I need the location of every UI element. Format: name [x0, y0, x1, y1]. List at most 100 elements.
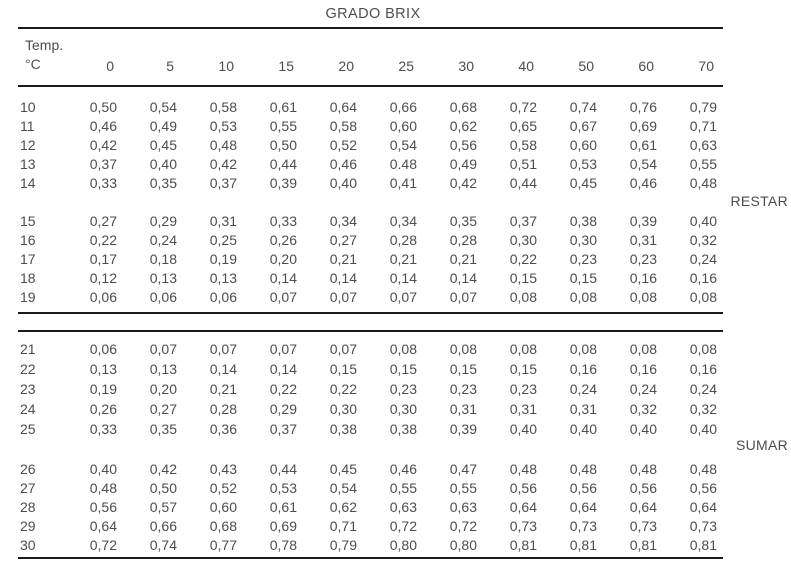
correction-value-cell: 0,56	[569, 479, 597, 496]
correction-value-cell: 0,74	[149, 536, 177, 553]
correction-value-cell: 0,13	[209, 269, 237, 286]
brix-column-header: 50	[543, 27, 603, 87]
correction-value-cell: 0,69	[269, 517, 297, 534]
correction-value-cell: 0,64	[509, 498, 537, 515]
correction-value-cell: 0.48	[389, 155, 417, 172]
correction-value-cell: 0,08	[509, 288, 537, 305]
temp-cell: 21	[20, 341, 36, 357]
correction-value-cell: 0,35	[149, 421, 177, 437]
header-gap-spacer	[18, 86, 723, 97]
temp-cell: 10	[20, 98, 36, 115]
temp-cell: 22	[20, 361, 36, 377]
correction-value-cell: 0,18	[149, 250, 177, 267]
correction-value-cell: 0,46	[329, 155, 357, 172]
correction-value-cell: 0,47	[449, 460, 477, 477]
brix-column-header: 10	[183, 27, 243, 87]
temp-column-header: Temp. °C	[18, 27, 63, 87]
correction-value-cell: 0,52	[209, 479, 237, 496]
correction-value-cell: 0,23	[389, 381, 417, 397]
correction-value-cell: 0,40	[569, 421, 597, 437]
correction-value-cell: 0,26	[269, 231, 297, 248]
correction-value-cell: 0,08	[449, 341, 477, 357]
brix-column-header: 20	[303, 27, 363, 87]
correction-value-cell: 0,45	[329, 460, 357, 477]
correction-value-cell: 0,63	[389, 498, 417, 515]
correction-value-cell: 0,23	[509, 381, 537, 397]
correction-value-cell: 0,60	[569, 136, 597, 153]
table-row: 19 0,06 0,06 0,06 0,07 0,07 0,07 0,07 0,08 0,08 0,…	[18, 287, 723, 306]
correction-value-cell: 0,56	[449, 136, 477, 153]
temp-cell: 16	[20, 231, 36, 248]
correction-value-cell: 0,81	[569, 536, 597, 553]
correction-value-cell: 0,52	[329, 136, 357, 153]
correction-value-cell: 0,48	[209, 136, 237, 153]
correction-value-cell: 0,28	[449, 231, 477, 248]
bottom-rule	[18, 554, 723, 559]
correction-value-cell: 0,15	[509, 269, 537, 286]
correction-value-cell: 0,53	[569, 155, 597, 172]
table-row: 21 0,06 0,07 0,07 0,07 0,07 0,08 0,08 0,08 0,08 0,…	[18, 339, 723, 359]
correction-value-cell: 0,25	[209, 231, 237, 248]
correction-value-cell: 0,21	[329, 250, 357, 267]
correction-value-cell: 0,68	[449, 98, 477, 115]
temp-cell: 25	[20, 421, 36, 437]
correction-value-cell: 0,08	[629, 341, 657, 357]
temp-cell: 28	[20, 498, 36, 515]
brix-table: Temp. °C 0 5 10 15 20 25 30 40 50 60 70 10 0,50 0,54…	[18, 27, 723, 559]
correction-value-cell: 0,62	[329, 498, 357, 515]
correction-value-cell: 0,53	[269, 479, 297, 496]
correction-value-cell: 0,08	[509, 341, 537, 357]
correction-value-cell: 0,37	[89, 155, 117, 172]
correction-value-cell: 0,37	[269, 421, 297, 437]
correction-value-cell: 0,44	[509, 174, 537, 191]
correction-value-cell: 0,07	[149, 341, 177, 357]
correction-value-cell: 0,32	[689, 231, 717, 248]
correction-value-cell: 0,36	[209, 421, 237, 437]
correction-value-cell: 0,74	[569, 98, 597, 115]
correction-value-cell: 0,21	[449, 250, 477, 267]
correction-value-cell: 0,64	[689, 498, 717, 515]
correction-value-cell: 0,38	[329, 421, 357, 437]
table-row: 18 0,12 0,13 0,13 0,14 0,14 0,14 0,14 0,15 0,15 0,…	[18, 268, 723, 287]
restar-gap-spacer	[18, 192, 723, 211]
correction-value-cell: 0,73	[629, 517, 657, 534]
correction-value-cell: 0,24	[689, 250, 717, 267]
post-divider-spacer	[18, 331, 723, 339]
correction-value-cell: 0,14	[449, 269, 477, 286]
correction-value-cell: 0,08	[689, 288, 717, 305]
temp-cell: 27	[20, 479, 36, 496]
temp-cell: 29	[20, 517, 36, 534]
correction-value-cell: 0,54	[149, 98, 177, 115]
table-row: 24 0,26 0,27 0,28 0,29 0,30 0,30 0,31 0,31 0,31 0,…	[18, 399, 723, 419]
correction-value-cell: 0,42	[209, 155, 237, 172]
correction-value-cell: 0,31	[449, 401, 477, 417]
table-row: 15 0,27 0,29 0,31 0,33 0,34 0,34 0,35 0,37 0,38 0,…	[18, 211, 723, 230]
brix-column-header: 70	[663, 27, 723, 87]
correction-value-cell: 0,46	[89, 117, 117, 134]
section-divider-rule	[18, 312, 723, 332]
correction-value-cell: 0,60	[389, 117, 417, 134]
correction-value-cell: 0,51	[509, 155, 537, 172]
correction-value-cell: 0,06	[209, 288, 237, 305]
correction-value-cell: 0,16	[629, 269, 657, 286]
correction-value-cell: 0,71	[689, 117, 717, 134]
correction-value-cell: 0,43	[209, 460, 237, 477]
correction-value-cell: 0,06	[89, 341, 117, 357]
sumar-label: SUMAR	[735, 437, 788, 453]
correction-value-cell: 0,34	[389, 212, 417, 229]
correction-value-cell: 0,63	[449, 498, 477, 515]
correction-value-cell: 0,26	[89, 401, 117, 417]
correction-value-cell: 0,35	[149, 174, 177, 191]
correction-value-cell: 0,40	[149, 155, 177, 172]
correction-value-cell: 0,15	[329, 361, 357, 377]
correction-value-cell: 0,39	[449, 421, 477, 437]
temp-cell: 26	[20, 460, 36, 477]
correction-value-cell: 0,21	[209, 381, 237, 397]
correction-value-cell: 0,16	[569, 361, 597, 377]
correction-value-cell: 0,38	[569, 212, 597, 229]
correction-value-cell: 0,22	[269, 381, 297, 397]
table-row: 30 0,72 0,74 0,77 0,78 0,79 0,80 0,80 0,81 0,81 0,…	[18, 535, 723, 554]
correction-value-cell: 0,50	[89, 98, 117, 115]
correction-value-cell: 0,16	[689, 361, 717, 377]
